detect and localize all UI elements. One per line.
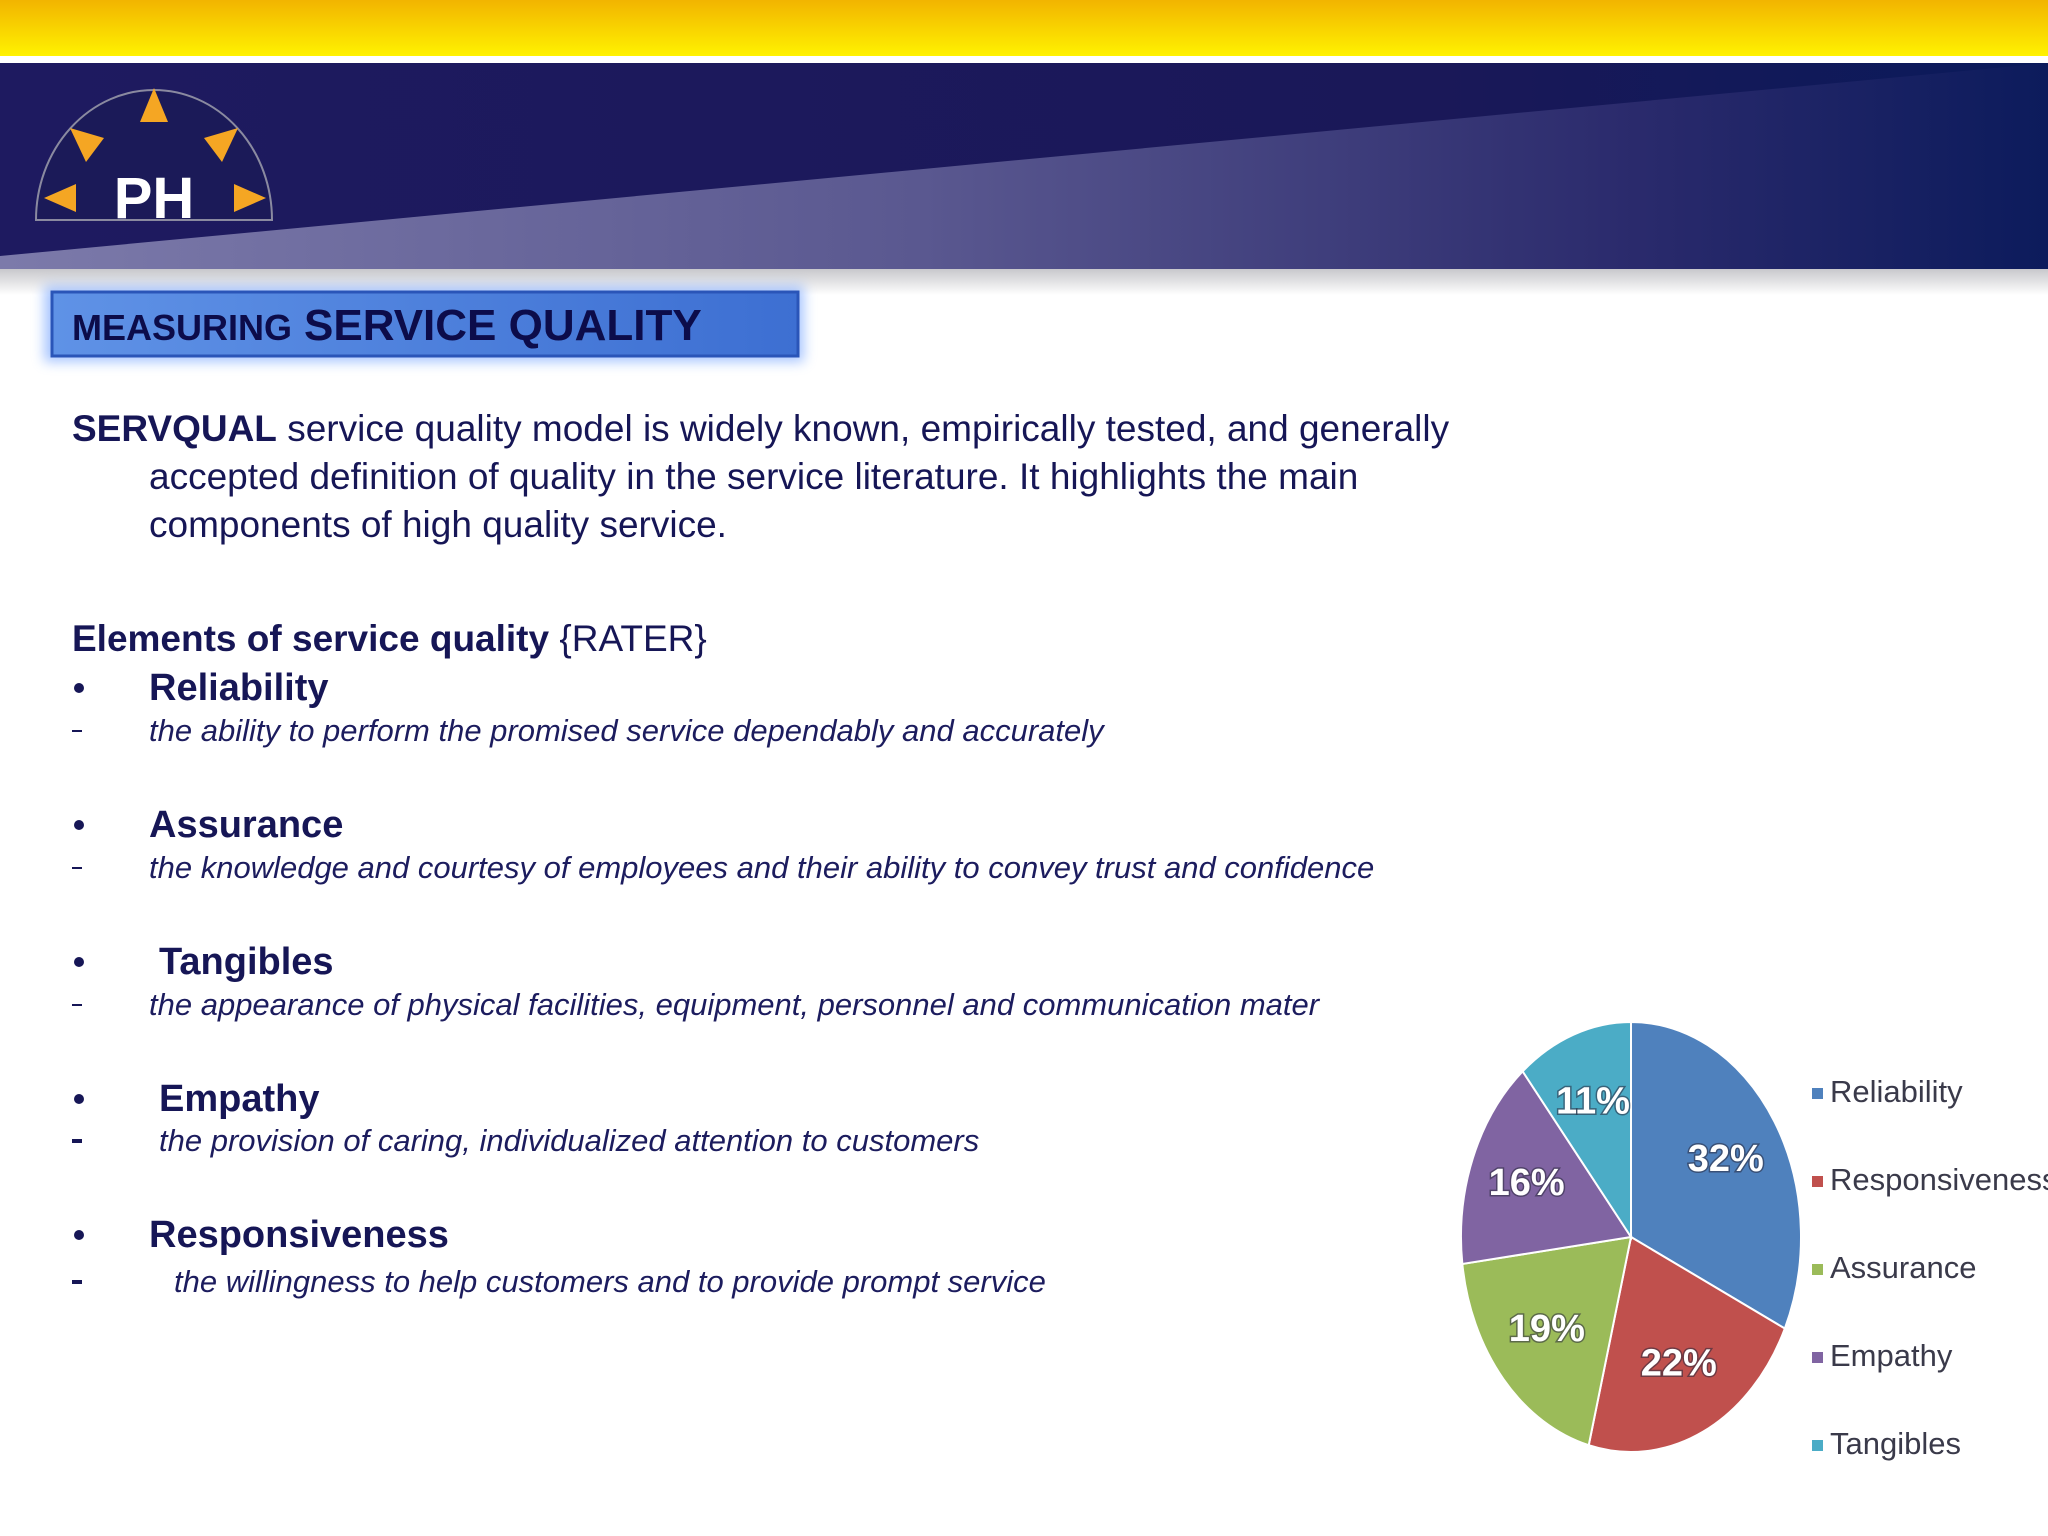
element-name: Assurance: [149, 804, 343, 846]
intro-lead: SERVQUAL: [72, 408, 277, 449]
legend-label: Assurance: [1830, 1250, 1976, 1285]
legend-swatch: [1812, 1176, 1823, 1187]
pie-slice: [1460, 1069, 1633, 1266]
legend-label: Responsiveness: [1830, 1162, 2048, 1197]
elements-title: Elements of service quality: [72, 618, 550, 659]
element-list: Reliability the ability to perform the pr…: [72, 667, 1374, 1299]
slice-label: 16%: [1489, 1162, 1565, 1204]
pie-chart: 32% 22% 19% 16% 11% Reliability Responsiveness…: [1460, 1020, 2048, 1461]
slice-label: 32%: [1688, 1138, 1764, 1180]
element-description: the willingness to help customers and to…: [174, 1264, 1046, 1299]
element-name: Empathy: [159, 1078, 319, 1120]
bullet: [74, 957, 84, 967]
pie-slice: [1630, 1020, 1802, 1331]
title-small: MEASURING: [72, 307, 292, 348]
pie-slice: [1587, 1235, 1787, 1453]
logo: PH: [34, 88, 274, 231]
slice-label: 11%: [1556, 1081, 1630, 1123]
element-description: the ability to perform the promised serv…: [149, 713, 1106, 748]
title-box: [50, 290, 800, 358]
elements-tag: {RATER}: [549, 618, 707, 659]
intro-line: SERVQUAL service quality model is widely…: [72, 408, 1450, 449]
bullet: [74, 1094, 84, 1104]
element-description: the appearance of physical facilities, e…: [149, 987, 1321, 1022]
slice-label: 19%: [1509, 1308, 1585, 1350]
element-description: the provision of caring, individualized …: [159, 1123, 979, 1158]
legend-swatch: [1812, 1264, 1823, 1275]
element-name: Responsiveness: [149, 1214, 449, 1256]
intro-line: accepted definition of quality in the se…: [149, 456, 1358, 497]
top-bar: [0, 0, 2048, 56]
legend-swatch: [1812, 1352, 1823, 1363]
legend-swatch: [1812, 1440, 1823, 1451]
pie-slice: [1461, 1235, 1633, 1447]
bullet: [74, 1230, 84, 1240]
logo-text: PH: [114, 166, 195, 231]
legend-label: Tangibles: [1830, 1426, 1961, 1461]
title-large: SERVICE QUALITY: [304, 301, 702, 350]
bullet: [74, 683, 84, 693]
element-name: Reliability: [149, 667, 329, 709]
legend-label: Empathy: [1830, 1338, 1953, 1373]
intro-text: service quality model is widely known, e…: [277, 408, 1450, 449]
legend-swatch: [1812, 1088, 1823, 1099]
element-description: the knowledge and courtesy of employees …: [149, 850, 1374, 885]
title: MEASURING SERVICE QUALITY: [72, 301, 702, 350]
element-name: Tangibles: [159, 941, 334, 983]
banner-band: [0, 63, 2048, 269]
pie-slice: [1521, 1020, 1632, 1241]
elements-heading: Elements of service quality {RATER}: [72, 618, 707, 659]
bullet: [74, 820, 84, 830]
intro-line: components of high quality service.: [149, 504, 727, 545]
legend-label: Reliability: [1830, 1074, 1963, 1109]
slice-label: 22%: [1641, 1342, 1717, 1384]
